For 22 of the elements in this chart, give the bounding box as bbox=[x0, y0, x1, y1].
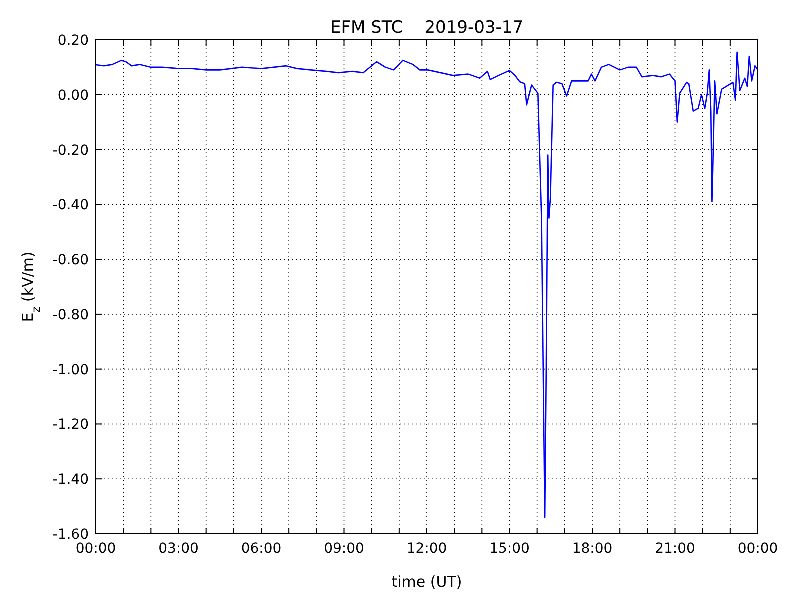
x-tick-label: 03:00 bbox=[158, 541, 199, 557]
x-axis-title: time (UT) bbox=[392, 573, 462, 591]
x-tick-label: 12:00 bbox=[406, 541, 448, 557]
y-tick-label: 0.00 bbox=[58, 88, 89, 104]
y-tick-label: -1.60 bbox=[52, 527, 89, 543]
x-tick-label: 09:00 bbox=[324, 541, 364, 557]
chart-title: EFM STC 2019-03-17 bbox=[330, 18, 524, 38]
y-tick-label: -1.20 bbox=[52, 417, 89, 434]
y-tick-label: -1.00 bbox=[52, 362, 89, 378]
y-tick-label: 0.20 bbox=[58, 33, 89, 49]
y-tick-label: -0.80 bbox=[52, 307, 89, 324]
line-series bbox=[95, 52, 759, 518]
x-tick-label: 21:00 bbox=[655, 541, 696, 557]
x-tick-label: 00:00 bbox=[738, 541, 778, 557]
x-tick-label: 15:00 bbox=[490, 541, 530, 557]
x-tick-label: 00:00 bbox=[76, 541, 116, 557]
y-tick-label: -0.60 bbox=[52, 252, 89, 269]
x-tick-label: 06:00 bbox=[241, 541, 282, 557]
y-tick-label: -0.20 bbox=[52, 142, 89, 159]
x-tick-label: 18:00 bbox=[572, 541, 613, 557]
y-tick-label: -0.40 bbox=[52, 198, 89, 214]
y-tick-label: -1.40 bbox=[52, 472, 89, 488]
